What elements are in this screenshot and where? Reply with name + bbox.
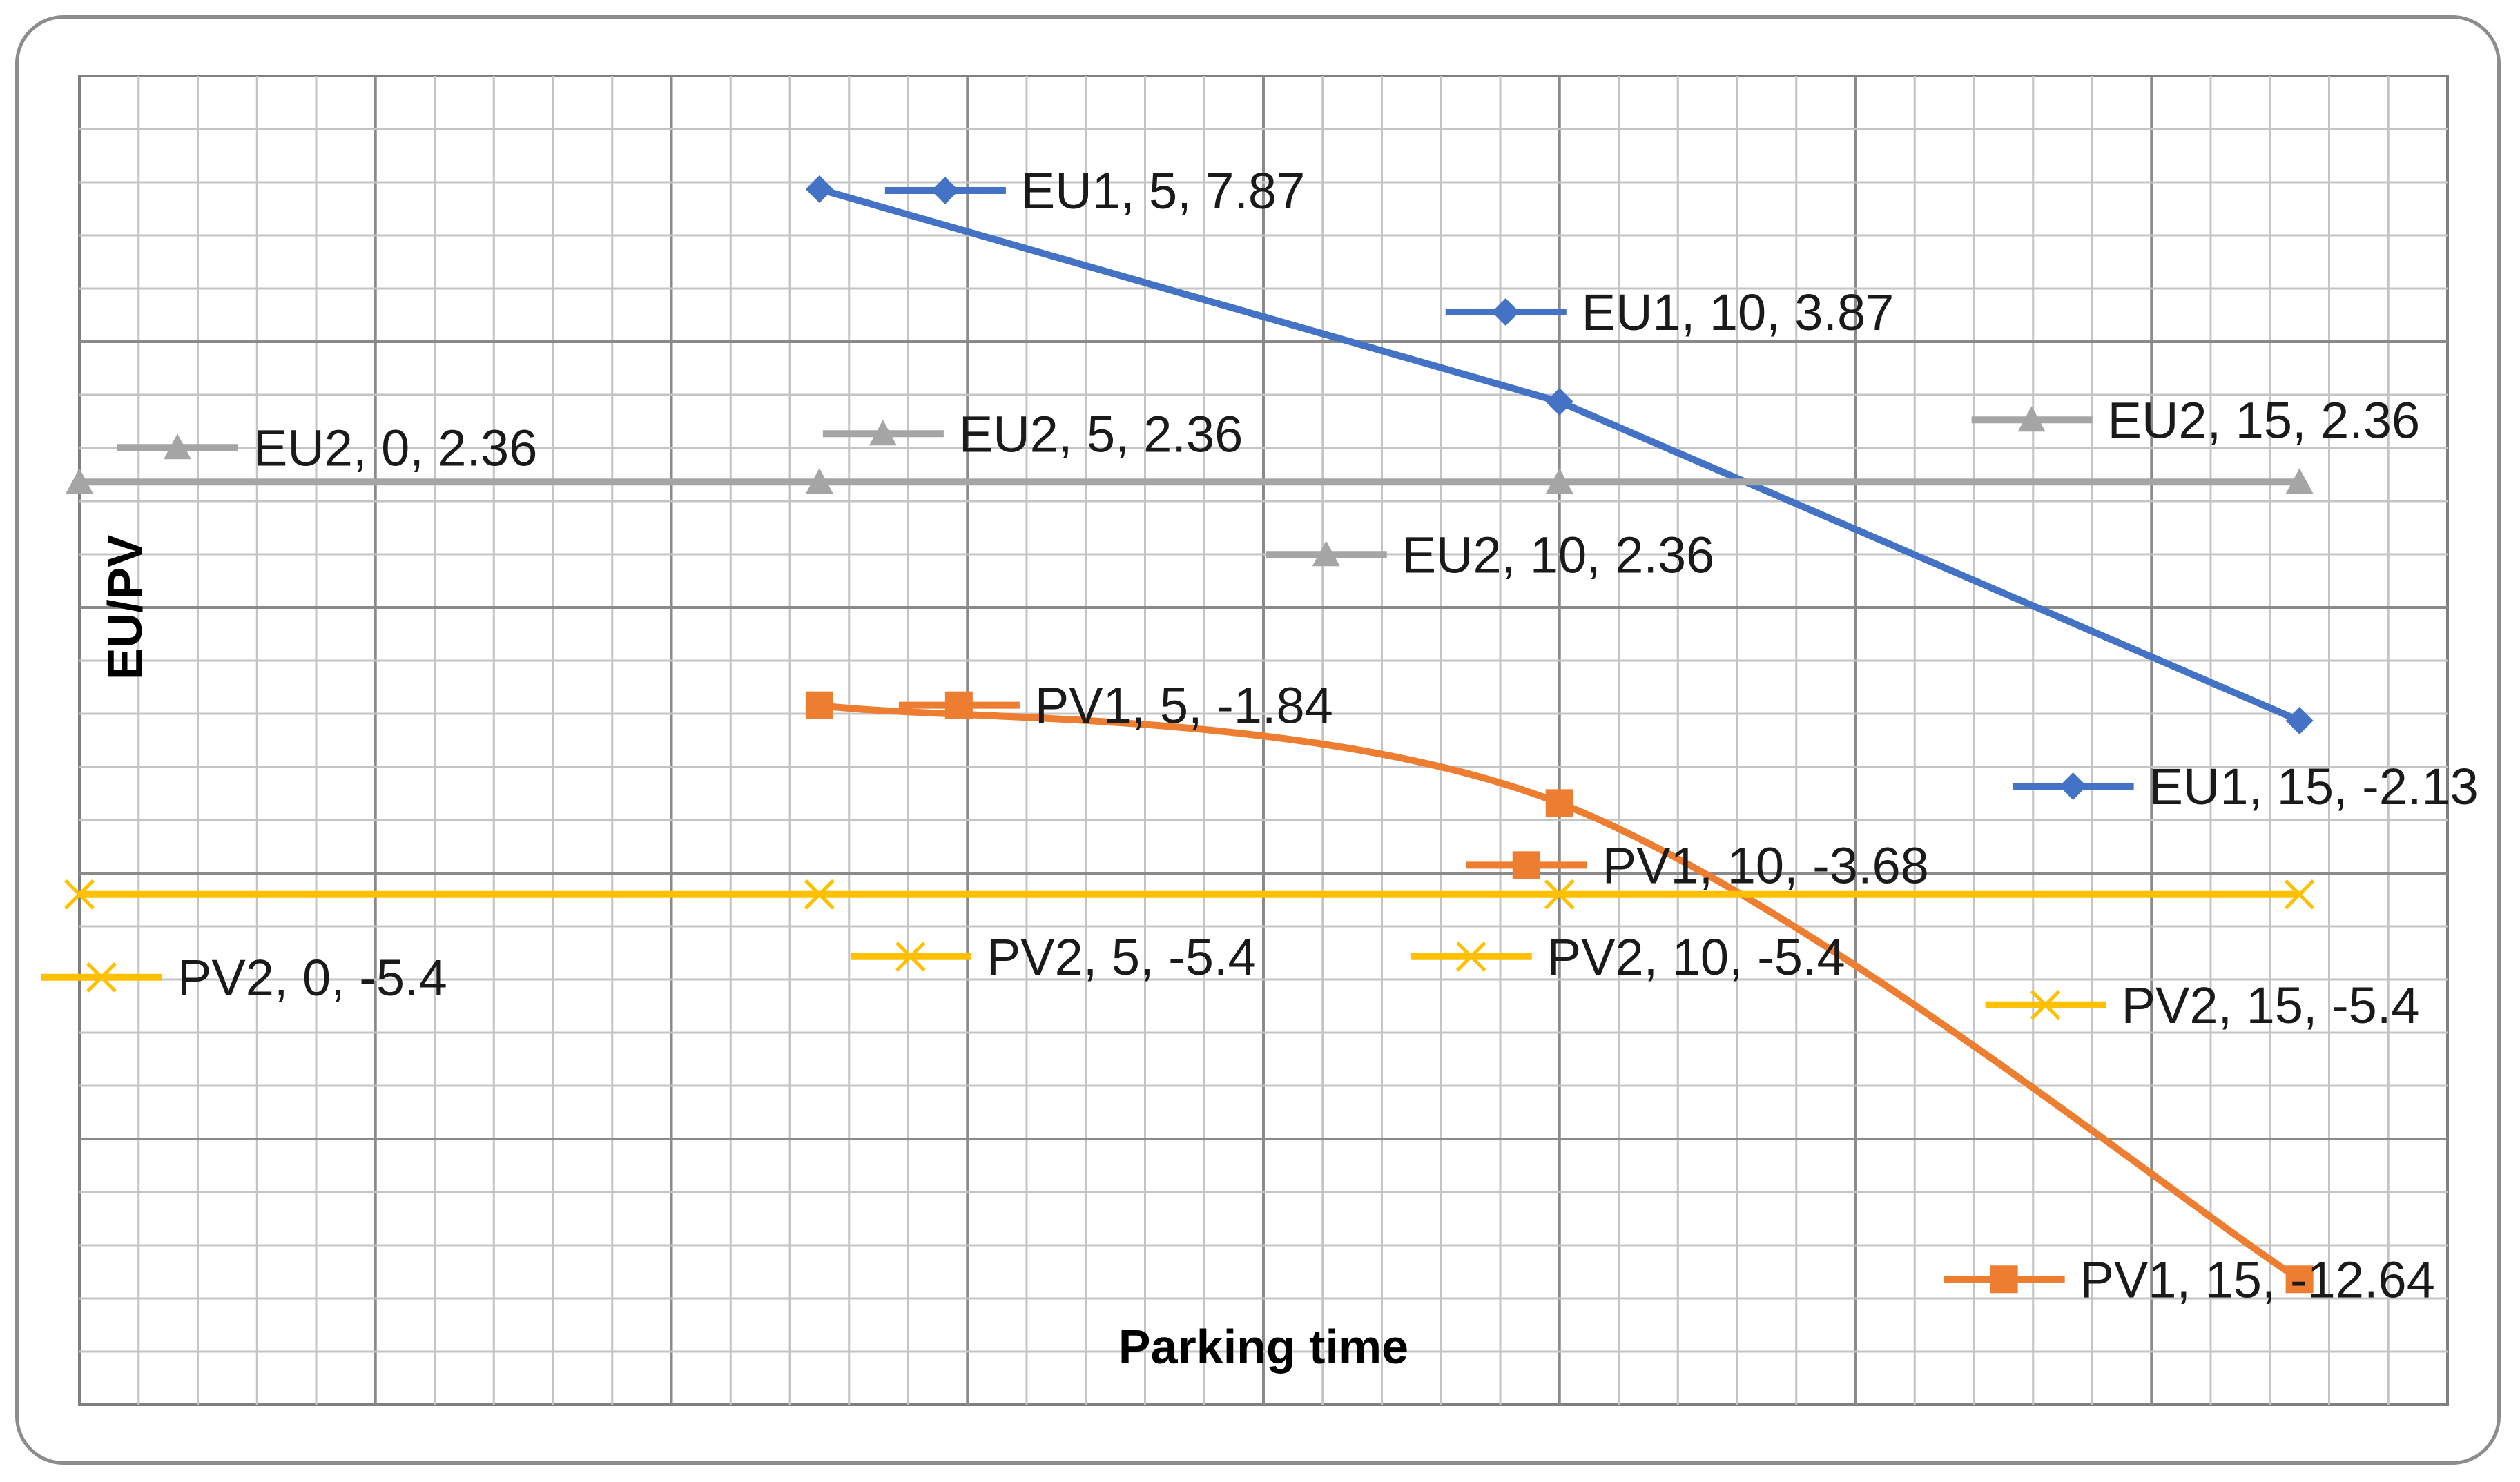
legend-key-marker [1990,1265,2018,1294]
legend-key-marker [2017,406,2046,432]
legend-key-marker [2059,772,2087,801]
data-point-eu2 [2285,468,2314,494]
data-point-eu2 [66,468,93,494]
data-label-text: EU2, 15, 2.36 [2108,391,2421,449]
x-axis-title: Parking time [1118,1320,1408,1374]
data-label: PV2, 5, -5.4 [850,928,1257,986]
data-label-text: PV1, 10, -3.68 [1602,837,1929,894]
x-stroke [64,879,95,910]
data-point-eu2 [805,468,833,494]
data-label-text: EU1, 10, 3.87 [1582,284,1894,341]
legend-key-marker [869,420,897,446]
data-label-text: EU2, 0, 2.36 [253,419,537,476]
legend-key-marker [1455,942,1486,972]
legend-key-marker [895,942,926,972]
data-label: EU1, 15, -2.13 [2013,758,2479,815]
data-label-text: EU1, 5, 7.87 [1021,162,1305,220]
data-label: EU2, 0, 2.36 [117,419,537,476]
data-labels: EU1, 5, 7.87 EU1, 10, 3.87 EU1, 15, -2.13 E… [41,162,2479,1308]
legend-key-marker [1512,851,1540,879]
data-label-text: PV2, 10, -5.4 [1547,928,1845,986]
data-point-pv1 [2285,1265,2314,1294]
data-label: PV1, 5, -1.84 [898,677,1333,734]
data-label: EU1, 10, 3.87 [1445,284,1894,341]
grid [78,75,2449,1406]
data-label: PV1, 15, -12.64 [1944,1251,2435,1308]
data-label: EU1, 5, 7.87 [884,162,1305,220]
x-stroke [86,962,117,993]
data-label: EU2, 5, 2.36 [822,405,1243,462]
legend-key-marker [931,177,959,205]
legend-key-marker [2030,990,2061,1020]
legend-key-marker [1312,540,1340,567]
data-label-text: EU2, 10, 2.36 [1402,526,1715,583]
legend-key-marker [86,962,117,993]
data-label: PV2, 0, -5.4 [41,949,447,1006]
chart-frame [15,15,2501,1465]
x-stroke [804,879,835,910]
legend-key-marker [944,691,973,719]
data-point-eu1 [1545,388,1573,416]
data-point-eu2 [1545,468,1573,494]
data-point-pv1 [1545,789,1573,817]
data-label: PV1, 10, -3.68 [1466,837,1929,894]
data-label-text: PV1, 15, -12.64 [2080,1251,2435,1308]
y-axis-title: EU/PV [98,535,152,680]
data-point-pv2 [1544,879,1575,910]
x-stroke [2284,879,2315,910]
data-label-text: PV2, 15, -5.4 [2122,977,2420,1034]
data-point-eu1 [805,175,833,204]
data-point-pv2 [804,879,835,910]
data-label-text: EU2, 5, 2.36 [959,405,1243,462]
data-point-eu1 [2285,707,2314,735]
data-point-pv2 [2284,879,2315,910]
data-label: EU2, 10, 2.36 [1266,526,1715,583]
data-label-text: EU1, 15, -2.13 [2149,758,2479,815]
x-stroke [1544,879,1575,910]
x-stroke [1455,942,1486,972]
x-stroke [895,942,926,972]
series-layer [64,175,2315,1294]
data-point-pv2 [64,879,95,910]
legend-key-marker [164,433,191,460]
data-label: PV2, 10, -5.4 [1411,928,1845,986]
data-point-pv1 [805,691,833,719]
data-label-text: PV2, 5, -5.4 [987,928,1257,986]
legend-key-marker [1491,298,1520,326]
data-label: PV2, 15, -5.4 [1985,977,2420,1034]
x-stroke [2030,990,2061,1020]
data-label-text: PV2, 0, -5.4 [177,949,447,1006]
data-label-text: PV1, 5, -1.84 [1035,677,1333,734]
data-label: EU2, 15, 2.36 [1971,391,2421,449]
